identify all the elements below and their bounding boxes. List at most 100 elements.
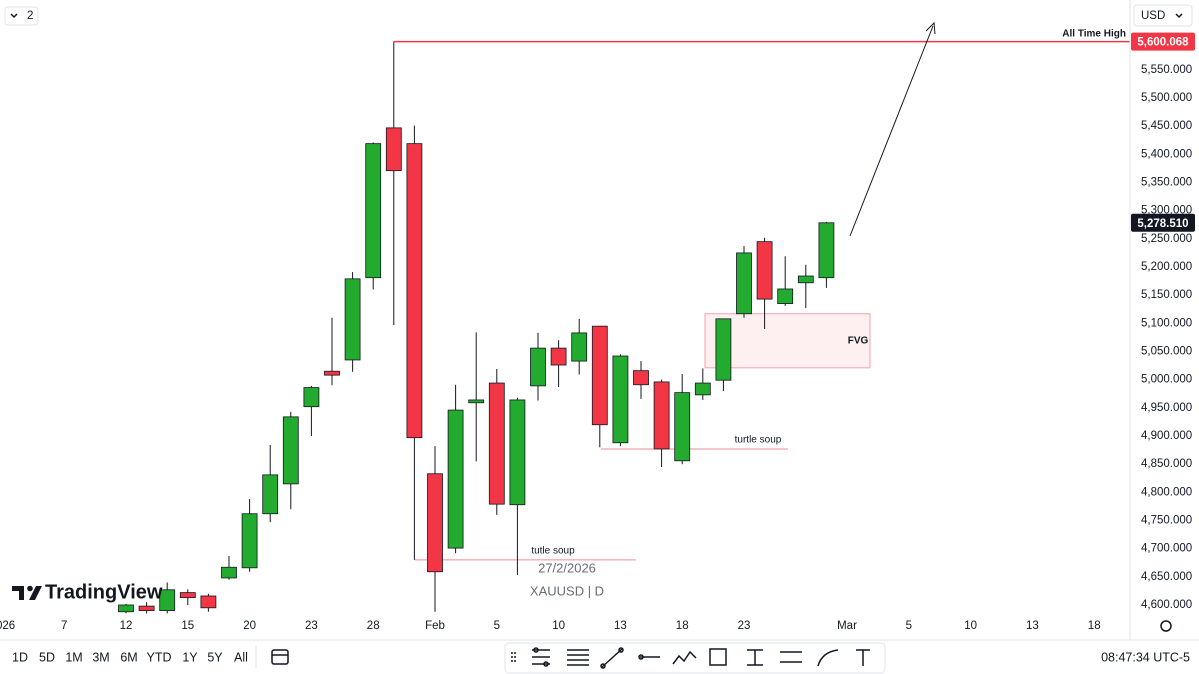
candle-body — [406, 143, 423, 439]
range-button[interactable]: 1Y — [182, 650, 198, 664]
x-tick-label: Mar — [837, 620, 857, 632]
candle-body — [241, 513, 258, 569]
x-tick-label: 5 — [906, 620, 912, 632]
candle-body — [365, 143, 382, 279]
range-button[interactable]: 1M — [65, 650, 82, 664]
fvg-label: FVG — [848, 335, 869, 346]
candle-body — [488, 382, 505, 505]
candle-body — [468, 399, 485, 404]
y-tick-label: 5,250.000 — [1141, 233, 1192, 245]
y-tick-label: 4,700.000 — [1141, 543, 1192, 555]
candle-body — [818, 222, 835, 279]
settings-icon[interactable] — [1160, 620, 1172, 632]
drawing-tools[interactable] — [511, 647, 870, 669]
y-tick-label: 4,950.000 — [1141, 402, 1192, 414]
currency-button[interactable] — [1133, 4, 1193, 27]
ath-text: All Time High — [1062, 28, 1126, 39]
y-tick-label: 4,600.000 — [1141, 599, 1192, 611]
candle-body — [571, 332, 588, 362]
tradingview-logo — [12, 585, 42, 600]
candle-body — [756, 241, 773, 300]
y-tick-label: 4,650.000 — [1141, 571, 1192, 583]
x-tick-label: 5 — [494, 620, 500, 632]
x-tick-label: 18 — [1088, 620, 1101, 632]
candle-body — [674, 392, 691, 462]
level-label: tutle soup — [531, 546, 575, 557]
range-button[interactable]: 3M — [92, 650, 109, 664]
layout-button[interactable] — [4, 6, 39, 26]
x-tick-label: 13 — [1026, 620, 1039, 632]
range-button[interactable]: 6M — [120, 650, 137, 664]
range-button[interactable]: 5D — [39, 650, 55, 664]
x-tick-label: 10 — [964, 620, 977, 632]
plot: FVG tutle soup turtle soup — [118, 40, 1130, 614]
y-tick-label: 5,000.000 — [1141, 374, 1192, 386]
candle-body — [447, 409, 464, 549]
y-tick-label: 5,300.000 — [1141, 205, 1192, 217]
ath-price-label: 5,600.068 — [1137, 37, 1189, 49]
candle-body — [262, 474, 279, 515]
y-tick-label: 4,850.000 — [1141, 458, 1192, 470]
x-tick-label: 2026 — [0, 620, 15, 632]
y-tick-label: 5,500.000 — [1141, 92, 1192, 104]
watermark-symbol: XAUUSD | D — [530, 583, 604, 598]
y-tick-label: 4,900.000 — [1141, 430, 1192, 442]
candle-body — [715, 318, 732, 381]
candle-body — [612, 355, 629, 444]
x-tick-label: 12 — [120, 620, 133, 632]
x-tick-label: 10 — [552, 620, 565, 632]
x-tick-label: 15 — [181, 620, 194, 632]
candle-body — [324, 370, 340, 376]
range-button[interactable]: All — [234, 650, 248, 664]
replay-icon[interactable] — [271, 649, 289, 665]
level-label: turtle soup — [735, 435, 782, 446]
x-tick-label: 7 — [61, 620, 67, 632]
candle-body — [633, 370, 649, 386]
candle-body — [179, 592, 196, 599]
y-tick-label: 5,400.000 — [1141, 148, 1192, 160]
watermark-date: 27/2/2026 — [538, 560, 596, 575]
x-tick-label: 13 — [614, 620, 627, 632]
candle-body — [159, 589, 176, 612]
clock: 08:47:34 UTC-5 — [1101, 650, 1190, 664]
candle-body — [385, 127, 402, 172]
candle-body — [200, 595, 217, 609]
range-button[interactable]: YTD — [147, 650, 172, 664]
x-tick-label: 20 — [243, 620, 256, 632]
y-tick-label: 4,800.000 — [1141, 486, 1192, 498]
candle-body — [550, 347, 567, 366]
y-tick-label: 5,200.000 — [1141, 261, 1192, 273]
range-button[interactable]: 5Y — [207, 650, 223, 664]
candle-body — [221, 566, 237, 579]
y-tick-label: 5,350.000 — [1141, 177, 1192, 189]
y-tick-label: 5,100.000 — [1141, 317, 1192, 329]
candle-body — [591, 325, 608, 426]
brand: TradingView — [45, 581, 163, 603]
ath-price-box — [1131, 32, 1195, 51]
y-tick-label: 5,550.000 — [1141, 64, 1192, 76]
last-price-box — [1131, 213, 1195, 232]
arrow-drawing — [849, 25, 934, 237]
candle-body — [344, 278, 361, 361]
last-price-label: 5,278.510 — [1137, 218, 1188, 230]
chevron-icon — [1175, 13, 1183, 19]
chevron-icon — [10, 13, 18, 19]
y-tick-label: 5,450.000 — [1141, 120, 1192, 132]
fvg-zone — [704, 313, 871, 369]
candle-body — [118, 604, 134, 613]
candle-body — [653, 381, 670, 450]
x-tick-label: 28 — [367, 620, 380, 632]
candle-body — [509, 399, 526, 506]
range-button[interactable]: 1D — [12, 650, 28, 664]
layout-count: 2 — [27, 10, 33, 22]
candle-body — [427, 473, 443, 573]
candle-body — [777, 288, 794, 305]
x-tick-label: 23 — [738, 620, 751, 632]
candle-body — [530, 347, 546, 387]
candle-body — [797, 275, 814, 284]
arrow-head — [925, 21, 936, 35]
y-tick-label: 5,150.000 — [1141, 289, 1192, 301]
y-tick-label: 4,750.000 — [1141, 515, 1192, 527]
currency: USD — [1141, 10, 1165, 22]
